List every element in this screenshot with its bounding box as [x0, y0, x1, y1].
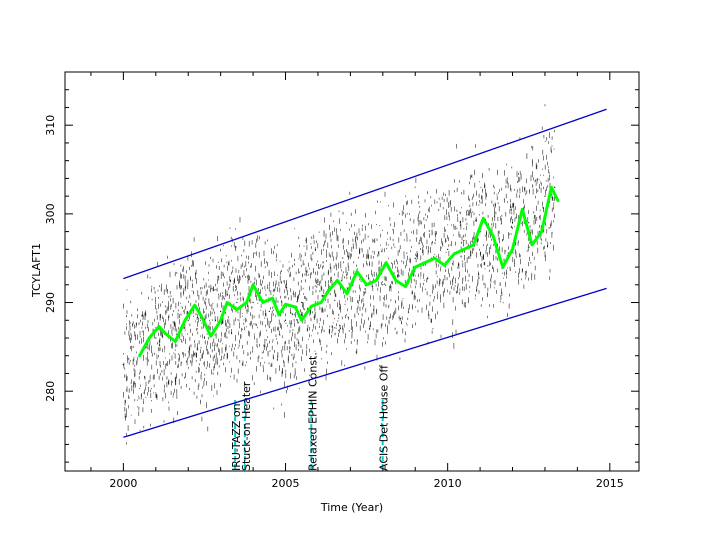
trend-layer: [138, 185, 560, 358]
x-axis-title: Time (Year): [320, 501, 383, 514]
y-tick-label: 290: [44, 292, 57, 313]
data-point: [365, 275, 368, 277]
data-point: [284, 319, 287, 321]
data-cloud: [123, 104, 555, 445]
data-point: [447, 248, 449, 250]
data-point: [414, 257, 416, 259]
y-tick-label: 280: [44, 381, 57, 402]
data-series: [122, 104, 556, 445]
event-label: Relaxed EPHIN Const.: [306, 352, 319, 471]
data-point: [236, 301, 238, 304]
data-point: [554, 186, 556, 188]
y-tick-label: 300: [44, 203, 57, 224]
data-point: [301, 301, 303, 304]
data-point: [463, 239, 465, 242]
data-point: [252, 301, 254, 304]
lower-envelope-line: [123, 287, 607, 438]
x-tick-label: 2000: [109, 477, 137, 490]
data-point: [268, 310, 270, 312]
data-point: [187, 319, 189, 321]
plot-frame: [64, 71, 640, 472]
data-point: [155, 337, 157, 339]
x-tick-label: 2010: [434, 477, 462, 490]
trend-line: [138, 185, 560, 358]
data-point: [220, 310, 222, 312]
axis-ticks: [65, 71, 639, 471]
x-tick-label: 2015: [596, 477, 624, 490]
data-point: [544, 195, 546, 197]
event-label: ACIS Det House Off: [378, 365, 391, 471]
data-point: [317, 284, 319, 286]
event-label: IRU-TAZZ on: [230, 403, 243, 471]
y-tick-label: 310: [44, 115, 57, 136]
x-tick-label: 2005: [272, 477, 300, 490]
data-point: [398, 275, 400, 277]
upper-envelope-line: [123, 108, 607, 280]
envelope-layer: [123, 108, 607, 438]
data-point: [528, 222, 530, 224]
tick-labels: 2000 2005 2010 2015 280 290 300 310: [44, 115, 624, 490]
y-axis-title: TCYLAFT1: [30, 243, 43, 298]
data-point: [382, 284, 384, 286]
event-label: Stuck-on Heater: [240, 381, 253, 471]
